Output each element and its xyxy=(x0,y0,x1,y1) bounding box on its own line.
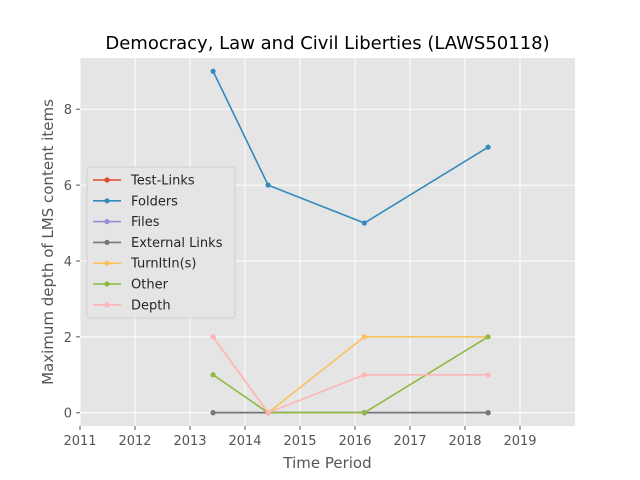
data-point-depth xyxy=(485,372,491,378)
series-folders xyxy=(210,68,491,226)
legend-marker xyxy=(104,260,110,266)
data-point-external-links xyxy=(210,410,216,416)
legend-label: Other xyxy=(131,278,169,293)
x-tick-label: 2014 xyxy=(228,434,261,449)
legend-label: TurnItIn(s) xyxy=(130,257,196,272)
legend-marker xyxy=(104,219,110,225)
legend-label: Files xyxy=(131,215,160,230)
legend-marker xyxy=(104,239,110,245)
y-tick-label: 2 xyxy=(64,331,72,346)
data-point-external-links xyxy=(485,410,491,416)
legend-entry-test-links: Test-Links xyxy=(93,174,195,189)
legend-entry-other: Other xyxy=(93,278,169,293)
data-point-other xyxy=(361,410,367,416)
data-point-folders xyxy=(210,68,216,74)
legend-entry-external-links: External Links xyxy=(93,236,223,251)
data-point-turnitin-s xyxy=(361,334,367,340)
legend-label: Test-Links xyxy=(130,174,195,189)
y-tick-label: 0 xyxy=(64,407,72,422)
legend-marker xyxy=(104,198,110,204)
chart-title: Democracy, Law and Civil Liberties (LAWS… xyxy=(105,33,549,54)
legend-marker xyxy=(104,177,110,183)
x-tick-label: 2013 xyxy=(173,434,206,449)
legend-entry-turnitin-s: TurnItIn(s) xyxy=(93,257,196,272)
y-tick-label: 4 xyxy=(64,255,72,270)
x-tick-label: 2018 xyxy=(448,434,481,449)
data-point-folders xyxy=(265,182,271,188)
data-point-other xyxy=(210,372,216,378)
data-point-folders xyxy=(485,144,491,150)
x-tick-label: 2019 xyxy=(503,434,536,449)
y-tick-label: 6 xyxy=(64,179,72,194)
series-depth xyxy=(210,334,491,416)
x-tick-label: 2015 xyxy=(283,434,316,449)
data-point-depth xyxy=(265,410,271,416)
y-axis-label: Maximum depth of LMS content items xyxy=(39,99,57,385)
y-tick-label: 8 xyxy=(64,103,72,118)
series-line-depth xyxy=(212,336,489,414)
x-tick-label: 2016 xyxy=(338,434,371,449)
data-point-depth xyxy=(361,372,367,378)
data-point-other xyxy=(485,334,491,340)
x-tick-label: 2017 xyxy=(393,434,426,449)
legend-label: Folders xyxy=(131,194,178,209)
data-point-folders xyxy=(361,220,367,226)
axis-ticks: 2011 2012 2013 2014 2015 2016 2017 2018 2019 0 2 4 6… xyxy=(63,103,536,449)
legend-entry-folders: Folders xyxy=(93,194,178,209)
legend-marker xyxy=(104,281,110,287)
series-lines xyxy=(210,68,491,416)
legend-entry-files: Files xyxy=(93,215,160,230)
series-line-folders xyxy=(212,70,489,224)
x-tick-label: 2011 xyxy=(63,434,96,449)
legend-marker xyxy=(104,302,110,308)
legend-entry-depth: Depth xyxy=(93,298,171,313)
data-point-depth xyxy=(210,334,216,340)
x-tick-label: 2012 xyxy=(118,434,151,449)
x-axis-label: Time Period xyxy=(282,454,371,472)
legend-label: Depth xyxy=(131,298,171,313)
legend-label: External Links xyxy=(131,236,223,251)
legend-box xyxy=(86,166,236,319)
legend: Test-Links Folders Files External Links Turn… xyxy=(86,166,236,319)
